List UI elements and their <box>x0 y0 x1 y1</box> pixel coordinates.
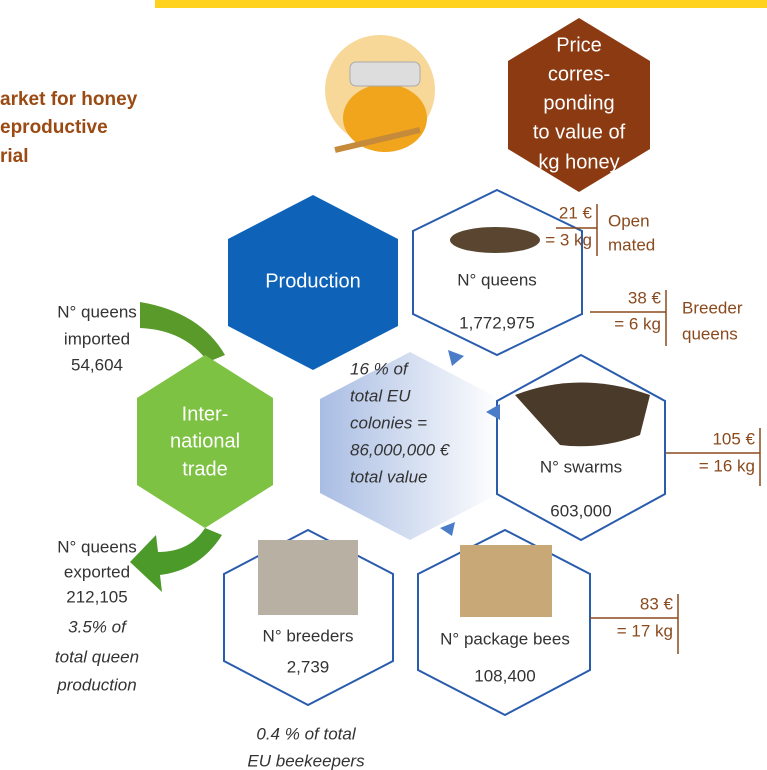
imported-line: imported <box>64 329 130 348</box>
title-line: arket for honey <box>0 89 138 110</box>
swarms-value: 603,000 <box>550 501 611 520</box>
price-hex-line: ponding <box>543 92 614 114</box>
queens-label: N° queens <box>457 270 537 289</box>
price-kg: = 16 kg <box>699 456 755 475</box>
exported-note: production <box>56 675 136 694</box>
price: 83 € <box>640 594 674 613</box>
flow-arrow <box>448 350 464 366</box>
trade-line: trade <box>182 458 228 480</box>
production-hexagon <box>228 195 398 370</box>
center-line: total EU <box>350 386 411 405</box>
package-bees-value: 108,400 <box>474 666 535 685</box>
exported-note: total queen <box>55 647 139 666</box>
trade-line: national <box>170 430 240 452</box>
swarm-image <box>515 382 650 447</box>
exported-line: exported <box>64 562 130 581</box>
price-hex-line: corres- <box>548 63 610 85</box>
trade-line: Inter- <box>182 403 229 425</box>
price-label: Open <box>608 211 650 230</box>
price-kg: = 17 kg <box>617 621 673 640</box>
center-line: total value <box>350 467 428 486</box>
price-hex-line: to value of <box>533 121 626 143</box>
center-hexagon <box>320 352 500 540</box>
price-hex-line: Price <box>556 34 602 56</box>
price-label: mated <box>608 235 655 254</box>
package-bees-label: N° package bees <box>440 629 570 648</box>
price: 105 € <box>712 429 755 448</box>
flow-arrow <box>440 522 455 536</box>
flow-arrow <box>486 404 500 420</box>
price: 38 € <box>628 288 662 307</box>
imported-line: N° queens <box>57 302 137 321</box>
production-label: Production <box>265 270 361 292</box>
price-kg: = 3 kg <box>545 230 592 249</box>
price-hexagon <box>508 18 650 192</box>
price: 21 € <box>559 203 593 222</box>
center-line: 86,000,000 € <box>350 440 451 459</box>
exported-note: 3.5% of <box>68 617 128 636</box>
export-arrow <box>130 528 222 592</box>
queens-value: 1,772,975 <box>459 313 535 332</box>
breeders-note: EU beekeepers <box>247 751 365 770</box>
price-hex-line: kg honey <box>538 151 619 173</box>
center-line: colonies = <box>350 413 427 432</box>
imported-value: 54,604 <box>71 355 123 374</box>
price-label: Breeder <box>682 298 743 317</box>
honey-illustration <box>325 35 435 153</box>
breeders-value: 2,739 <box>287 657 330 676</box>
title-line: eproductive <box>0 117 108 138</box>
breeders-image <box>258 540 358 615</box>
breeders-label: N° breeders <box>263 626 354 645</box>
title-line: rial <box>0 146 29 167</box>
price-kg: = 6 kg <box>614 314 661 333</box>
exported-value: 212,105 <box>66 587 127 606</box>
breeders-note: 0.4 % of total <box>256 724 356 743</box>
swarms-label: N° swarms <box>540 457 622 476</box>
queens-hexagon <box>412 188 583 357</box>
top-bar <box>155 0 767 8</box>
price-label: queens <box>682 324 738 343</box>
import-arrow <box>140 302 225 362</box>
bee-image <box>450 227 540 253</box>
trade-hexagon <box>137 355 273 528</box>
center-line: 16 % of <box>350 359 410 378</box>
package-image <box>460 545 552 617</box>
exported-line: N° queens <box>57 537 137 556</box>
